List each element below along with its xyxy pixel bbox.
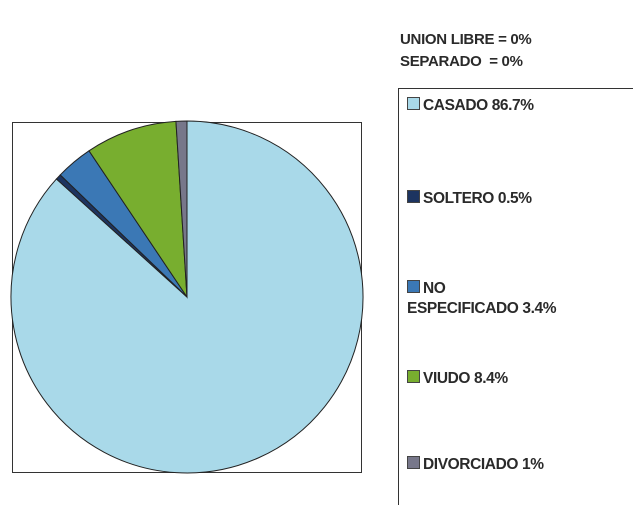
pie-slice: [175, 120, 188, 298]
legend-swatch: [407, 190, 420, 203]
annotation: SEPARADO = 0%: [400, 53, 523, 70]
legend-swatch: [407, 456, 420, 469]
legend-value: 3.4%: [522, 300, 557, 317]
legend-label: DIVORCIADO: [423, 456, 519, 473]
legend: CASADO 86.7% SOLTERO 0.5% NO ESPECIFICADO …: [398, 88, 633, 505]
legend-entry: DIVORCIADO 1%: [407, 455, 557, 475]
legend-swatch: [407, 280, 420, 293]
legend-label: NO ESPECIFICADO: [407, 280, 519, 317]
legend-value: 1%: [521, 456, 544, 473]
legend-entry: CASADO 86.7%: [407, 96, 557, 116]
legend-swatch: [407, 97, 420, 110]
legend-value: 0.5%: [497, 190, 532, 207]
legend-label: CASADO: [423, 97, 488, 114]
legend-entry: VIUDO 8.4%: [407, 369, 557, 389]
legend-swatch: [407, 370, 420, 383]
annotation: UNION LIBRE = 0%: [400, 31, 532, 48]
legend-value: 86.7%: [491, 97, 534, 114]
legend-entry: SOLTERO 0.5%: [407, 189, 557, 209]
legend-label: VIUDO: [423, 370, 471, 387]
pie-slice: [88, 120, 188, 299]
legend-value: 8.4%: [474, 370, 508, 387]
legend-label: SOLTERO: [423, 190, 494, 207]
legend-entry: NO ESPECIFICADO 3.4%: [407, 279, 557, 319]
